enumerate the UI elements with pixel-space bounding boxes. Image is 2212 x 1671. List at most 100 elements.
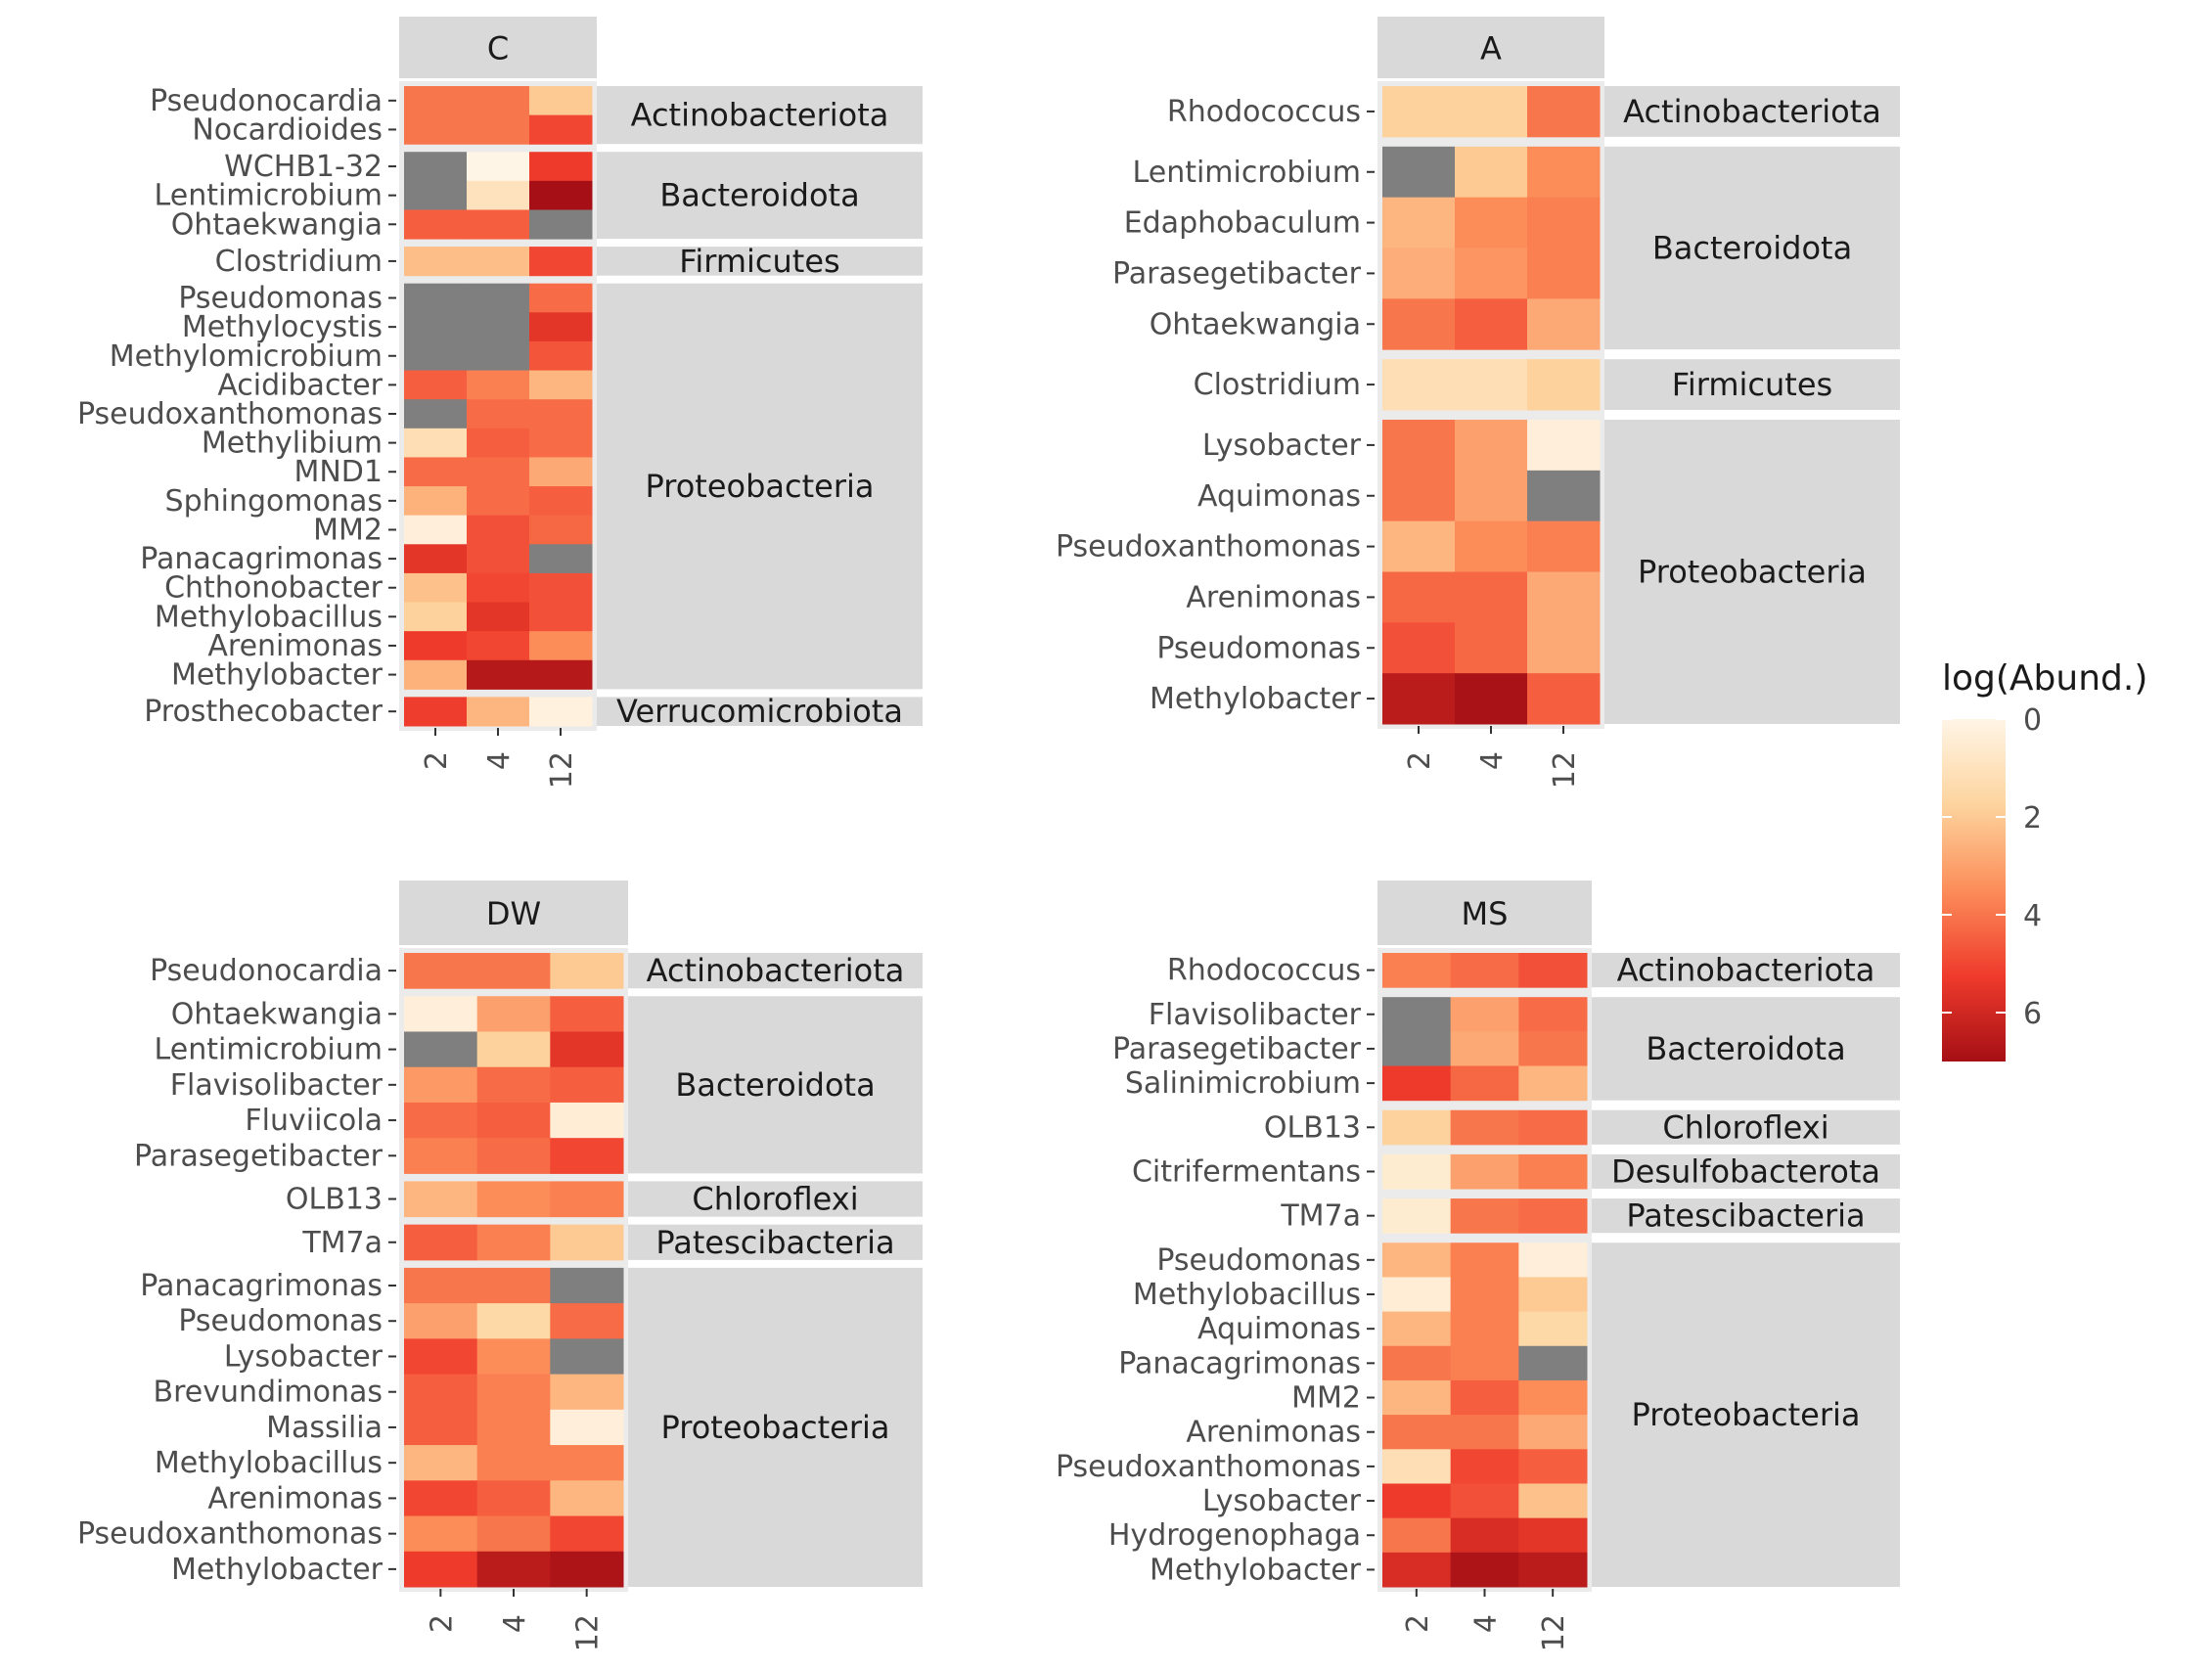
genus-label: Flavisolibacter [1149, 998, 1362, 1032]
heatmap-cell [1382, 146, 1456, 199]
heatmap-cell [1382, 470, 1456, 522]
heatmap-cell [476, 1181, 551, 1218]
heatmap-cell [1450, 1065, 1519, 1102]
heatmap-cell [550, 1138, 624, 1174]
heatmap-cell [1382, 248, 1456, 299]
heatmap-cell [1518, 953, 1588, 988]
genus-label: Nocardioides [192, 113, 383, 147]
heatmap-cell [404, 283, 468, 313]
heatmap-cell [404, 370, 468, 400]
heatmap-cell [467, 340, 530, 372]
heatmap-cell [1518, 1415, 1588, 1450]
heatmap-cell [1527, 197, 1601, 248]
phylum-label: Patescibacteria [655, 1224, 894, 1261]
x-tick-label: 12 [1548, 751, 1582, 789]
heatmap-cell [1518, 1345, 1588, 1381]
heatmap-cell [1450, 1415, 1519, 1450]
heatmap-cell [404, 515, 468, 545]
heatmap-cell [550, 1551, 624, 1588]
heatmap-cell [1527, 470, 1601, 522]
heatmap-cell [1382, 298, 1456, 350]
heatmap-cell [404, 602, 468, 632]
genus-label: Lysobacter [224, 1339, 384, 1374]
genus-label: Aquimonas [1197, 479, 1361, 514]
genus-label: Pseudoxanthomonas [1056, 530, 1361, 565]
heatmap-cell [1455, 197, 1528, 248]
heatmap-cell [1455, 86, 1528, 138]
heatmap-cell [404, 697, 468, 727]
heatmap-cell [529, 544, 593, 574]
heatmap-cell [404, 312, 468, 342]
heatmap-cell [1455, 470, 1528, 522]
heatmap-cell [1518, 1198, 1588, 1234]
genus-label: Methylobacillus [1133, 1278, 1361, 1312]
heatmap-cell [404, 399, 468, 429]
facet-title: C [487, 30, 509, 68]
heatmap-cell [1450, 1311, 1519, 1347]
heatmap-cell [404, 1138, 478, 1174]
phylum-strip [1592, 1153, 1900, 1190]
heatmap-cell [467, 631, 530, 661]
heatmap-cell [550, 953, 624, 989]
genus-label: Ohtaekwangia [171, 207, 383, 242]
genus-label: Fluviicola [245, 1104, 383, 1138]
heatmap-cell [1527, 86, 1601, 138]
heatmap-cell [1382, 1552, 1452, 1588]
heatmap-cell [467, 697, 530, 727]
heatmap-cell [476, 1066, 551, 1104]
heatmap-cell [1518, 1277, 1588, 1313]
heatmap-cell [1382, 1153, 1452, 1190]
heatmap-cell [404, 953, 478, 989]
x-tick-label: 2 [1403, 751, 1437, 770]
phylum-strip [1604, 359, 1900, 410]
genus-label: MM2 [1291, 1381, 1361, 1416]
heatmap-cell [1518, 1311, 1588, 1347]
legend-tick-label: 4 [2023, 899, 2042, 933]
heatmap-cell [404, 1480, 478, 1517]
heatmap-cell [1527, 248, 1601, 299]
genus-label: Pseudomonas [1156, 631, 1361, 665]
heatmap-cell [404, 1267, 478, 1304]
phylum-label: Bacteroidota [1646, 1030, 1845, 1067]
heatmap-cell [529, 602, 593, 632]
legend-tick-label: 0 [2023, 703, 2042, 738]
heatmap-cell [404, 1066, 478, 1104]
heatmap-cell [550, 1102, 624, 1139]
genus-label: Salinimicrobium [1125, 1066, 1361, 1101]
heatmap-cell [404, 180, 468, 210]
heatmap-cell [1382, 1449, 1452, 1484]
genus-label: Methylobacter [1150, 1553, 1362, 1587]
heatmap-cell [476, 1031, 551, 1068]
heatmap-cell [1382, 1517, 1452, 1554]
heatmap-cell [550, 1409, 624, 1446]
heatmap-cell [467, 428, 530, 458]
heatmap-cell [467, 312, 530, 342]
phylum-label: Proteobacteria [646, 468, 875, 505]
heatmap-cell [1382, 1109, 1452, 1146]
heatmap-cell [404, 544, 468, 574]
phylum-label: Chloroflexi [1662, 1108, 1828, 1146]
heatmap-cell [404, 1409, 478, 1446]
genus-label: TM7a [301, 1226, 383, 1260]
legend-colorbar [1942, 719, 2006, 1061]
heatmap-cell [1382, 359, 1456, 411]
heatmap-cell [1450, 1198, 1519, 1234]
heatmap-cell [404, 1181, 478, 1218]
genus-label: Panacagrimonas [1118, 1346, 1361, 1380]
heatmap-cell [1455, 248, 1528, 299]
heatmap-cell [529, 399, 593, 429]
heatmap-cell [1455, 571, 1528, 623]
genus-label: Arenimonas [207, 1481, 383, 1515]
heatmap-cell [1455, 520, 1528, 572]
heatmap-cell [529, 486, 593, 517]
genus-label: Methylobacter [1150, 682, 1362, 716]
heatmap-cell [1382, 1198, 1452, 1234]
heatmap-cell [1382, 1242, 1452, 1278]
phylum-strip [628, 996, 923, 1174]
heatmap-cell [550, 1303, 624, 1339]
heatmap-cell [404, 1551, 478, 1588]
genus-label: Methylocystis [182, 310, 383, 344]
facet-strip [399, 881, 628, 945]
heatmap-cell [1450, 1242, 1519, 1278]
heatmap-cell [476, 996, 551, 1032]
